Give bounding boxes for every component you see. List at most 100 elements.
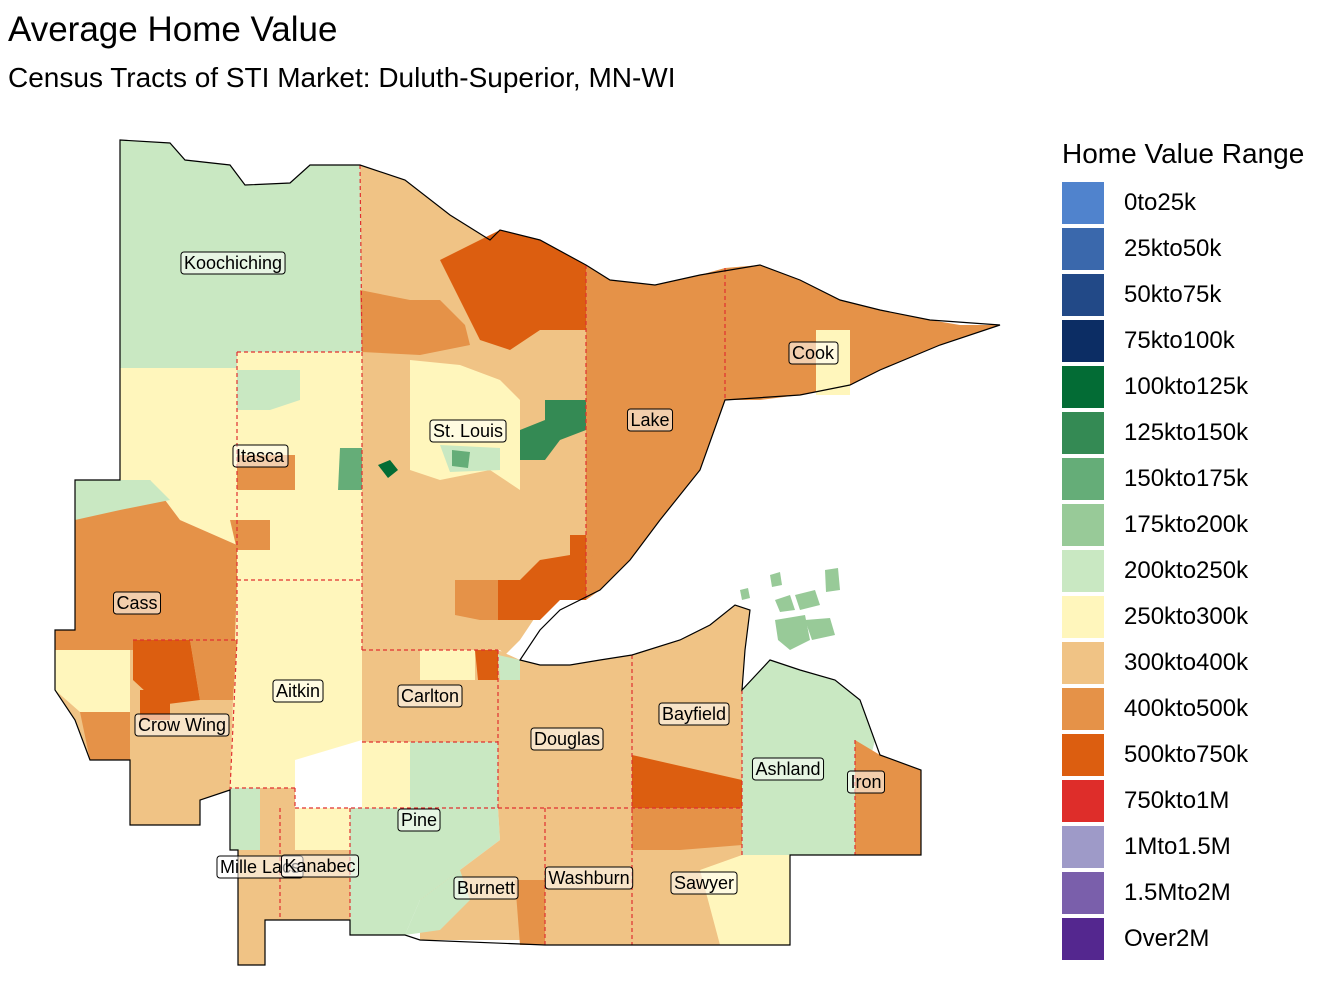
legend-label: 250kto300k: [1124, 603, 1249, 630]
legend-label: 75kto100k: [1124, 327, 1235, 354]
county-label: Itasca: [232, 444, 289, 468]
county-label-text: Carlton: [401, 686, 459, 706]
county-label-box: [112, 591, 162, 615]
county-label: Iron: [846, 770, 886, 794]
legend-item: 200kto250k: [1062, 548, 1304, 594]
legend-item: 175kto200k: [1062, 502, 1304, 548]
county-label-text: Douglas: [534, 729, 600, 749]
county-borders: [133, 164, 856, 945]
island: [740, 588, 750, 600]
county-label-box: [670, 871, 738, 895]
tract-patch: [295, 808, 350, 850]
tract-patch: [520, 400, 586, 460]
tract-patch: [140, 690, 170, 720]
legend-swatch: [1062, 918, 1104, 960]
choropleth-map: Koochiching Itasca St. Louis Lake Cook Cass Cr…: [54, 139, 1001, 966]
legend-swatch: [1062, 182, 1104, 224]
legend-swatch: [1062, 366, 1104, 408]
county-lake: [586, 265, 725, 600]
legend-swatch: [1062, 320, 1104, 362]
legend-label: 100kto125k: [1124, 373, 1249, 400]
island: [805, 618, 835, 640]
legend-swatch: [1062, 274, 1104, 316]
tract-patch: [75, 480, 170, 520]
county-label-text: Lake: [630, 410, 669, 430]
county-label-box: [626, 408, 674, 432]
county-label-box: [544, 866, 634, 890]
county-label: Pine: [397, 808, 441, 832]
legend-swatch: [1062, 504, 1104, 546]
legend-label: 0to25k: [1124, 189, 1197, 216]
tract-patch: [362, 742, 410, 808]
legend-label: 175kto200k: [1124, 511, 1249, 538]
map-title: Average Home Value: [8, 10, 338, 49]
tract-patch: [230, 520, 270, 550]
tract-patch: [586, 460, 680, 560]
county-label: St. Louis: [429, 419, 507, 443]
legend-label: 1.5Mto2M: [1124, 879, 1231, 906]
county-label: Ashland: [751, 757, 825, 781]
legend-swatch: [1062, 642, 1104, 684]
legend-item: 100kto125k: [1062, 364, 1304, 410]
county-label-text: Kanabec: [284, 856, 355, 876]
county-label-box: [232, 444, 289, 468]
legend-item: Over2M: [1062, 916, 1304, 962]
county-label-text: Bayfield: [662, 704, 726, 724]
legend-label: 200kto250k: [1124, 557, 1249, 584]
county-label-text: Koochiching: [184, 253, 282, 273]
legend-swatch: [1062, 550, 1104, 592]
legend-label: 1Mto1.5M: [1124, 833, 1231, 860]
legend-label: 25kto50k: [1124, 235, 1222, 262]
tract-patch: [237, 370, 300, 410]
legend-item: 75kto100k: [1062, 318, 1304, 364]
county-label: Kanabec: [280, 854, 360, 878]
legend-items: 0to25k 25kto50k 50kto75k 75kto100k 100kto125…: [1062, 180, 1304, 962]
county-label-box: [280, 854, 360, 878]
county-label-text: Cook: [792, 343, 835, 363]
tract-patch: [230, 788, 260, 850]
tract-patch: [338, 448, 362, 490]
county-label-text: Iron: [850, 772, 881, 792]
legend-swatch: [1062, 734, 1104, 776]
island: [775, 615, 810, 650]
county-label-box: [397, 684, 463, 708]
county-label-text: Pine: [401, 810, 437, 830]
county-label: Bayfield: [658, 702, 730, 726]
tract-patch: [360, 290, 470, 355]
county-label: Lake: [626, 408, 674, 432]
county-label-box: [530, 727, 604, 751]
island: [770, 572, 782, 587]
county-label: Douglas: [530, 727, 604, 751]
county-label-box: [134, 713, 230, 737]
tract-patch: [498, 655, 520, 680]
county-label-box: [272, 679, 324, 703]
legend-title: Home Value Range: [1062, 138, 1305, 169]
legend-label: 125kto150k: [1124, 419, 1249, 446]
legend-swatch: [1062, 872, 1104, 914]
county-label-box: [788, 341, 839, 365]
county-cook: [725, 265, 1000, 400]
island: [775, 595, 795, 612]
legend-item: 25kto50k: [1062, 226, 1304, 272]
tract-patch: [440, 230, 586, 350]
legend-swatch: [1062, 458, 1104, 500]
legend-label: 300kto400k: [1124, 649, 1249, 676]
legend: Home Value Range 0to25k 25kto50k 50kto75k 7…: [1062, 138, 1304, 962]
legend-label: 500kto750k: [1124, 741, 1249, 768]
legend-swatch: [1062, 412, 1104, 454]
county-label-text: Mille Lacs: [220, 857, 300, 877]
legend-item: 400kto500k: [1062, 686, 1304, 732]
legend-item: 1Mto1.5M: [1062, 824, 1304, 870]
legend-item: 0to25k: [1062, 180, 1304, 226]
county-label-text: Cass: [116, 593, 157, 613]
tract-patch: [190, 640, 237, 700]
legend-label: Over2M: [1124, 925, 1210, 952]
legend-item: 1.5Mto2M: [1062, 870, 1304, 916]
tract-patch: [80, 712, 130, 760]
island: [825, 568, 840, 592]
tract-patch: [455, 580, 498, 620]
tract-patch: [632, 755, 742, 808]
county-label: Carlton: [397, 684, 463, 708]
county-label-text: St. Louis: [433, 421, 503, 441]
tract-patch: [420, 650, 475, 680]
